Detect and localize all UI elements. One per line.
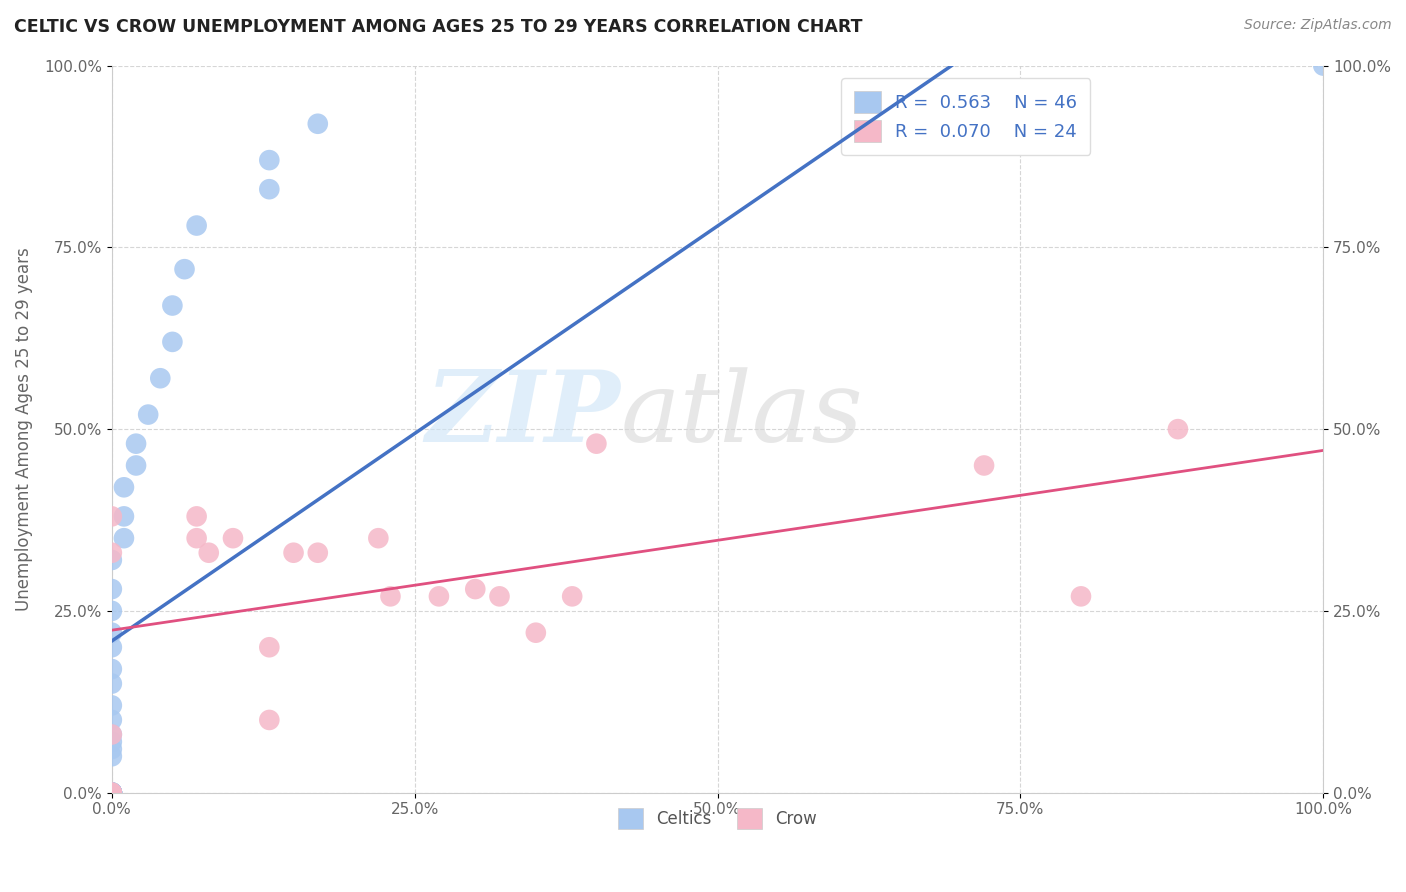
Point — [112, 509, 135, 524]
Text: atlas: atlas — [620, 367, 863, 462]
Point — [101, 786, 124, 800]
Point — [524, 625, 547, 640]
Point — [101, 742, 124, 756]
Point — [186, 219, 208, 233]
Point — [101, 662, 124, 676]
Point — [101, 786, 124, 800]
Point — [101, 698, 124, 713]
Point — [101, 786, 124, 800]
Point — [162, 334, 184, 349]
Point — [1167, 422, 1189, 436]
Point — [1070, 590, 1092, 604]
Point — [101, 640, 124, 655]
Point — [101, 749, 124, 764]
Point — [101, 676, 124, 690]
Point — [162, 299, 184, 313]
Point — [307, 546, 329, 560]
Point — [380, 590, 402, 604]
Text: Source: ZipAtlas.com: Source: ZipAtlas.com — [1244, 18, 1392, 32]
Point — [173, 262, 195, 277]
Point — [259, 640, 281, 655]
Point — [101, 727, 124, 741]
Point — [101, 786, 124, 800]
Point — [222, 531, 245, 545]
Point — [101, 727, 124, 741]
Point — [973, 458, 995, 473]
Point — [101, 625, 124, 640]
Point — [259, 182, 281, 196]
Point — [101, 786, 124, 800]
Point — [136, 408, 159, 422]
Point — [1312, 59, 1334, 73]
Y-axis label: Unemployment Among Ages 25 to 29 years: Unemployment Among Ages 25 to 29 years — [15, 247, 32, 611]
Point — [125, 458, 148, 473]
Point — [101, 735, 124, 749]
Point — [112, 531, 135, 545]
Point — [101, 509, 124, 524]
Point — [101, 713, 124, 727]
Point — [101, 786, 124, 800]
Point — [427, 590, 450, 604]
Point — [101, 604, 124, 618]
Point — [101, 786, 124, 800]
Point — [585, 436, 607, 450]
Point — [186, 509, 208, 524]
Text: CELTIC VS CROW UNEMPLOYMENT AMONG AGES 25 TO 29 YEARS CORRELATION CHART: CELTIC VS CROW UNEMPLOYMENT AMONG AGES 2… — [14, 18, 862, 36]
Point — [259, 153, 281, 168]
Point — [464, 582, 486, 596]
Point — [101, 546, 124, 560]
Point — [367, 531, 389, 545]
Point — [101, 553, 124, 567]
Point — [101, 786, 124, 800]
Point — [101, 786, 124, 800]
Point — [101, 786, 124, 800]
Point — [101, 786, 124, 800]
Point — [149, 371, 172, 385]
Point — [101, 786, 124, 800]
Point — [197, 546, 219, 560]
Point — [283, 546, 305, 560]
Point — [112, 480, 135, 494]
Point — [101, 786, 124, 800]
Point — [259, 713, 281, 727]
Point — [186, 531, 208, 545]
Point — [101, 582, 124, 596]
Point — [125, 436, 148, 450]
Point — [101, 786, 124, 800]
Point — [101, 786, 124, 800]
Point — [101, 786, 124, 800]
Point — [101, 786, 124, 800]
Point — [307, 117, 329, 131]
Text: ZIP: ZIP — [426, 367, 620, 463]
Point — [488, 590, 510, 604]
Point — [101, 786, 124, 800]
Point — [101, 786, 124, 800]
Point — [561, 590, 583, 604]
Point — [101, 786, 124, 800]
Legend: Celtics, Crow: Celtics, Crow — [612, 802, 824, 835]
